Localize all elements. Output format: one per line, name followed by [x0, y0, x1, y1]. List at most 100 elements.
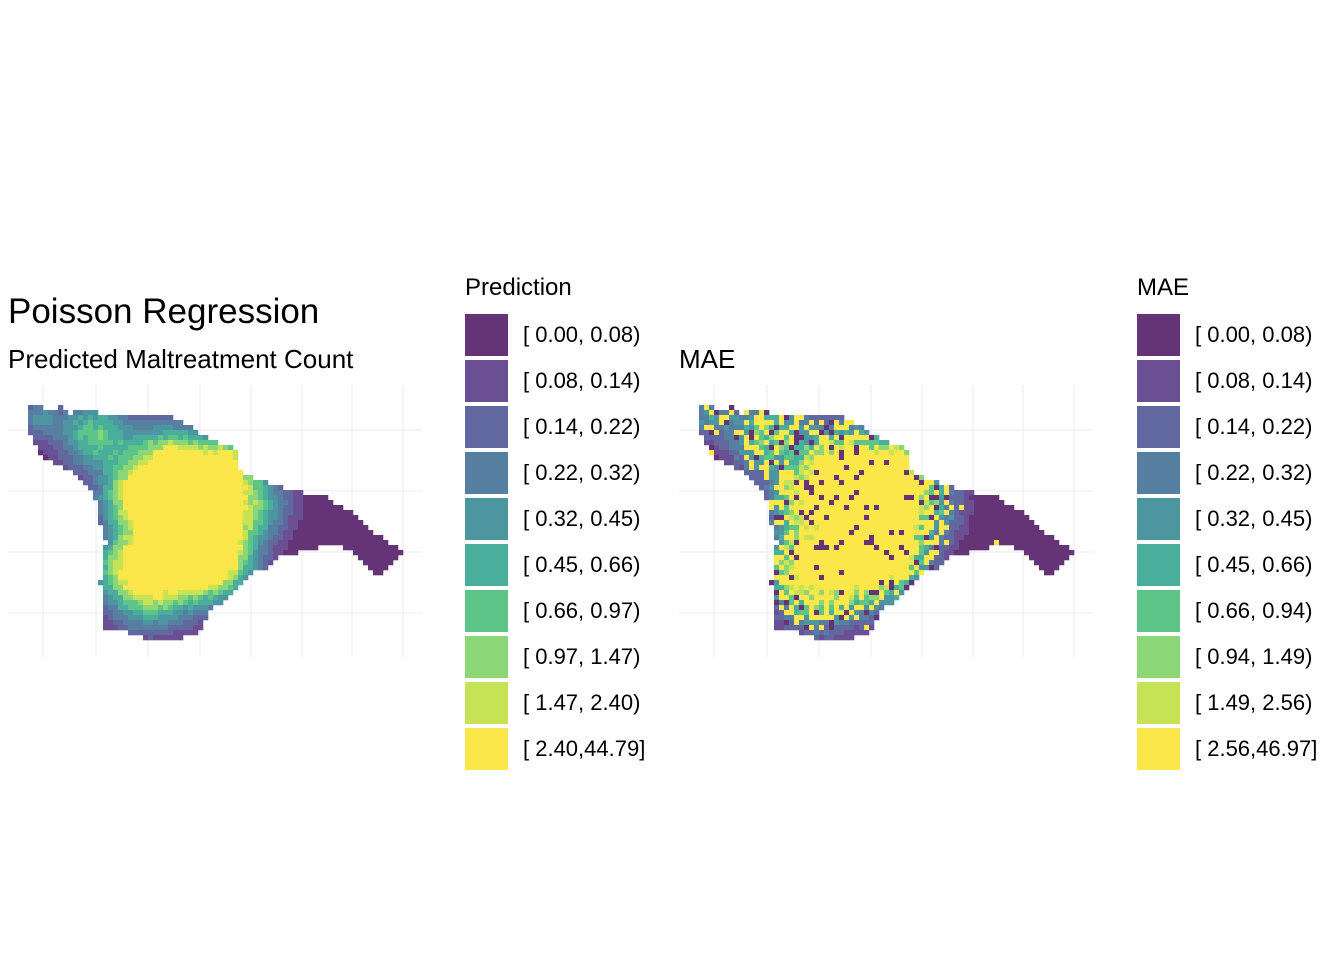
map-cell	[233, 540, 239, 546]
map-cell	[223, 500, 229, 506]
map-cell	[183, 500, 189, 506]
map-cell	[168, 425, 174, 431]
map-cell	[233, 565, 239, 571]
map-cell	[714, 455, 720, 461]
map-cell	[959, 540, 965, 546]
map-cell	[138, 440, 144, 446]
map-cell	[98, 480, 104, 486]
map-cell	[108, 580, 114, 586]
map-cell	[954, 495, 960, 501]
map-cell	[844, 595, 850, 601]
map-cell	[128, 610, 134, 616]
map-cell	[789, 455, 795, 461]
map-cell	[904, 585, 910, 591]
map-cell	[168, 630, 174, 636]
map-cell	[313, 535, 319, 541]
map-cell	[894, 565, 900, 571]
map-cell	[1039, 545, 1045, 551]
map-cell	[979, 545, 985, 551]
map-cell	[839, 490, 845, 496]
map-cell	[243, 490, 249, 496]
map-cell	[183, 465, 189, 471]
map-cell	[148, 550, 154, 556]
map-cell	[799, 505, 805, 511]
map-cell	[158, 580, 164, 586]
map-cell	[133, 440, 139, 446]
map-cell	[153, 540, 159, 546]
map-cell	[709, 410, 715, 416]
map-cell	[844, 505, 850, 511]
map-cell	[1039, 560, 1045, 566]
map-cell	[118, 495, 124, 501]
map-cell	[874, 435, 880, 441]
map-cell	[243, 505, 249, 511]
map-cell	[188, 440, 194, 446]
map-cell	[143, 415, 149, 421]
map-cell	[143, 425, 149, 431]
map-cell	[864, 580, 870, 586]
map-cell	[874, 535, 880, 541]
map-cell	[158, 545, 164, 551]
map-cell	[138, 605, 144, 611]
map-cell	[899, 455, 905, 461]
map-cell	[879, 565, 885, 571]
map-cell	[739, 435, 745, 441]
map-cell	[218, 550, 224, 556]
legend-item: [ 0.00, 0.08)	[1137, 314, 1344, 356]
map-cell	[228, 445, 234, 451]
map-cell	[899, 555, 905, 561]
map-cell	[123, 525, 129, 531]
map-cell	[48, 445, 54, 451]
map-cell	[218, 490, 224, 496]
map-cell	[73, 470, 79, 476]
map-cell	[869, 540, 875, 546]
map-cell	[103, 590, 109, 596]
map-cell	[163, 535, 169, 541]
map-cell	[1004, 520, 1010, 526]
map-cell	[308, 515, 314, 521]
map-cell	[969, 540, 975, 546]
legend-swatch	[1137, 590, 1180, 632]
map-cell	[1014, 540, 1020, 546]
map-cell	[198, 470, 204, 476]
map-cell	[148, 540, 154, 546]
map-cell	[879, 460, 885, 466]
map-cell	[764, 440, 770, 446]
map-cell	[183, 585, 189, 591]
map-cell	[68, 465, 74, 471]
map-cell	[799, 585, 805, 591]
map-cell	[834, 535, 840, 541]
map-cell	[263, 555, 269, 561]
map-cell	[909, 560, 915, 566]
map-cell	[198, 585, 204, 591]
map-cell	[168, 535, 174, 541]
map-cell	[28, 420, 34, 426]
map-cell	[789, 480, 795, 486]
map-cell	[909, 575, 915, 581]
map-cell	[188, 575, 194, 581]
map-cell	[123, 510, 129, 516]
map-cell	[959, 545, 965, 551]
map-cell	[143, 635, 149, 641]
map-cell	[43, 445, 49, 451]
map-cell	[143, 505, 149, 511]
map-cell	[238, 565, 244, 571]
map-cell	[924, 490, 930, 496]
map-cell	[809, 515, 815, 521]
map-cell	[754, 470, 760, 476]
map-cell	[909, 525, 915, 531]
map-cell	[273, 485, 279, 491]
map-cell	[869, 605, 875, 611]
map-cell	[58, 410, 64, 416]
map-cell	[804, 625, 810, 631]
map-cell	[128, 460, 134, 466]
map-cell	[759, 450, 765, 456]
map-cell	[348, 530, 354, 536]
map-cell	[188, 475, 194, 481]
map-cell	[28, 405, 34, 411]
map-cell	[759, 455, 765, 461]
map-cell	[78, 420, 84, 426]
map-cell	[203, 570, 209, 576]
map-cell	[854, 470, 860, 476]
map-cell	[128, 580, 134, 586]
